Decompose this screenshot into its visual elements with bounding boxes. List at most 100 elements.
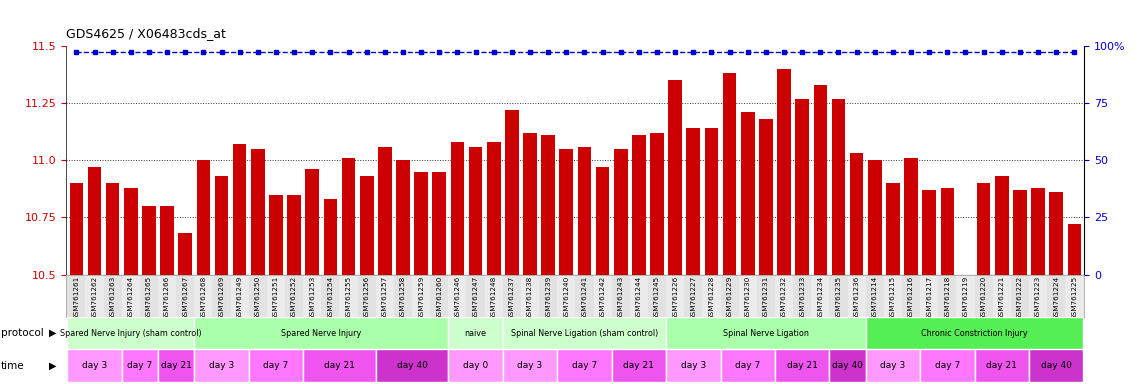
Bar [303,349,376,382]
Text: GSM761258: GSM761258 [400,276,406,320]
Bar [702,275,720,317]
Bar [230,275,248,317]
Bar [921,349,974,382]
Bar [576,275,593,317]
Text: GSM761240: GSM761240 [563,276,569,320]
Bar [378,147,392,384]
Bar [759,119,773,384]
Bar [666,349,720,382]
Bar [685,275,702,317]
Bar [812,275,829,317]
Bar [974,275,993,317]
Bar [451,142,464,384]
Bar [720,275,739,317]
Bar [466,275,484,317]
Bar [433,172,447,384]
Bar [1011,275,1029,317]
Bar [142,206,156,384]
Text: naive: naive [465,329,487,338]
Text: GSM761246: GSM761246 [455,276,460,320]
Text: day 40: day 40 [832,361,863,370]
Text: day 3: day 3 [82,361,108,370]
Text: GSM761261: GSM761261 [73,276,79,320]
Bar [829,275,847,317]
Bar [829,349,866,382]
Bar [722,73,736,384]
Text: GSM761232: GSM761232 [781,276,787,320]
Text: GSM761231: GSM761231 [763,276,769,320]
Bar [1049,192,1063,384]
Bar [720,349,775,382]
Text: GSM761267: GSM761267 [182,276,188,320]
Bar [595,167,609,384]
Bar [650,133,664,384]
Bar [468,147,482,384]
Text: GSM761219: GSM761219 [963,276,969,320]
Text: GSM761262: GSM761262 [92,276,97,320]
Bar [341,158,355,384]
Text: day 21: day 21 [986,361,1017,370]
Bar [195,317,449,349]
Text: GSM761221: GSM761221 [998,276,1005,320]
Bar [213,275,230,317]
Bar [886,183,900,384]
Bar [593,275,611,317]
Bar [248,275,267,317]
Bar [866,349,921,382]
Text: GSM761214: GSM761214 [871,276,878,320]
Bar [611,349,666,382]
Bar [124,188,137,384]
Bar [68,349,121,382]
Text: Spinal Nerve Ligation (sham control): Spinal Nerve Ligation (sham control) [511,329,658,338]
Bar [558,275,576,317]
Bar [269,195,283,384]
Text: ▶: ▶ [49,361,57,371]
Bar [215,176,228,384]
Bar [938,275,956,317]
Bar [121,275,140,317]
Bar [339,275,357,317]
Text: Spared Nerve Injury: Spared Nerve Injury [282,329,362,338]
Bar [777,69,791,384]
Bar [669,80,682,384]
Text: GSM761269: GSM761269 [219,276,224,320]
Bar [285,275,303,317]
Text: GSM761237: GSM761237 [508,276,515,320]
Text: day 21: day 21 [324,361,355,370]
Text: GSM761259: GSM761259 [418,276,424,320]
Bar [523,133,537,384]
Text: Chronic Constriction Injury: Chronic Constriction Injury [922,329,1028,338]
Bar [121,349,158,382]
Bar [648,275,666,317]
Bar [884,275,902,317]
Bar [921,275,938,317]
Text: GSM761239: GSM761239 [545,276,551,320]
Bar [505,110,519,384]
Text: day 21: day 21 [160,361,191,370]
Text: GSM761252: GSM761252 [291,276,297,320]
Bar [974,349,1029,382]
Bar [158,275,176,317]
Text: GSM761228: GSM761228 [709,276,714,320]
Bar [376,349,449,382]
Bar [360,176,373,384]
Text: protocol: protocol [1,328,44,338]
Text: ▶: ▶ [49,328,57,338]
Text: GSM761265: GSM761265 [145,276,152,320]
Text: day 3: day 3 [208,361,235,370]
Bar [158,349,195,382]
Bar [632,135,646,384]
Bar [1029,349,1083,382]
Bar [866,317,1083,349]
Bar [666,317,866,349]
Bar [68,317,195,349]
Bar [868,160,882,384]
Text: day 40: day 40 [396,361,427,370]
Text: GSM761250: GSM761250 [255,276,261,320]
Bar [179,233,192,384]
Bar [630,275,648,317]
Text: GSM761242: GSM761242 [600,276,606,320]
Bar [611,275,630,317]
Text: GSM761253: GSM761253 [309,276,315,320]
Bar [251,149,264,384]
